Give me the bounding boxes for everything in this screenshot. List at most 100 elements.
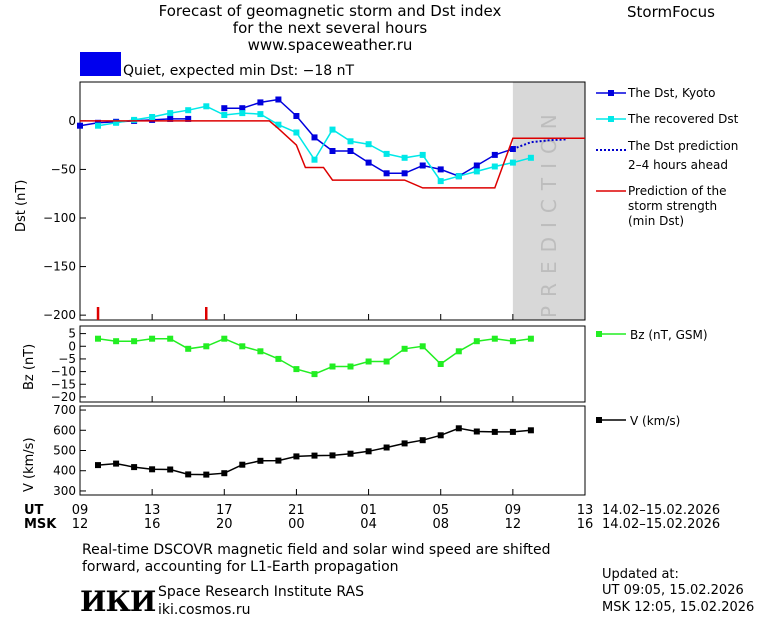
- data-point: [527, 427, 534, 434]
- data-point: [455, 425, 462, 432]
- series-line: [80, 120, 585, 189]
- data-point: [311, 452, 318, 459]
- y-tick-label: 400: [53, 464, 76, 478]
- data-point: [383, 170, 390, 177]
- ut-tick-label: 01: [360, 503, 377, 518]
- legend-dst-kyoto-label: The Dst, Kyoto: [627, 86, 715, 100]
- data-point: [455, 348, 462, 355]
- data-point: [365, 448, 372, 455]
- data-point: [473, 338, 480, 345]
- data-point: [239, 110, 246, 117]
- data-point: [185, 471, 192, 478]
- msk-tick-label: 08: [432, 517, 449, 532]
- date-range-ut: 14.02–15.02.2026: [602, 503, 720, 518]
- dst-panel-frame: [79, 81, 586, 321]
- data-point: [131, 464, 138, 471]
- data-point: [221, 105, 228, 112]
- legend-dst-prediction: The Dst prediction 2–4 hours ahead: [596, 139, 738, 172]
- data-point: [275, 121, 282, 128]
- legend-v-label: V (km/s): [630, 414, 680, 428]
- data-point: [437, 361, 444, 367]
- y-tick-label: −15: [51, 377, 76, 391]
- data-point: [221, 112, 228, 118]
- data-point: [329, 363, 336, 370]
- data-point: [527, 154, 534, 161]
- data-point: [113, 338, 120, 345]
- y-tick-label: −150: [43, 260, 76, 274]
- msk-label: MSK: [24, 517, 57, 532]
- msk-tick-label: 16: [577, 517, 594, 532]
- data-point: [131, 116, 138, 123]
- data-point: [347, 138, 354, 145]
- msk-tick-label: 12: [505, 517, 522, 532]
- data-point: [95, 122, 101, 129]
- ut-tick-label: 09: [505, 503, 522, 518]
- ut-tick-label: 13: [577, 503, 594, 518]
- legend-bz: Bz (nT, GSM): [596, 328, 708, 342]
- data-point: [185, 107, 192, 114]
- legend-dst-recovered: The recovered Dst: [596, 112, 739, 126]
- y-tick-label: 700: [53, 403, 76, 417]
- footer-note-1: Real-time DSCOVR magnetic field and sola…: [82, 542, 551, 558]
- data-point: [365, 141, 372, 148]
- data-point: [185, 115, 192, 122]
- msk-tick-label: 16: [144, 517, 161, 532]
- data-point: [347, 363, 354, 370]
- data-point: [509, 338, 516, 345]
- ut-tick-label: 05: [432, 503, 449, 518]
- data-point: [95, 335, 101, 342]
- data-point: [491, 428, 498, 435]
- series-line: [512, 138, 568, 150]
- data-point: [491, 335, 498, 342]
- data-point: [437, 166, 444, 173]
- v-ylabel: V (km/s): [22, 437, 37, 492]
- data-point: [365, 159, 372, 166]
- data-point: [347, 450, 354, 457]
- y-tick-label: −5: [58, 352, 76, 366]
- msk-tick-label: 00: [288, 517, 305, 532]
- data-point: [455, 173, 462, 180]
- data-point: [275, 457, 282, 464]
- data-point: [203, 103, 210, 110]
- data-point: [149, 335, 156, 342]
- updated-ut: UT 09:05, 15.02.2026: [602, 583, 744, 598]
- legend-v: V (km/s): [596, 414, 680, 428]
- data-point: [149, 114, 156, 120]
- y-tick-label: 500: [53, 444, 76, 458]
- data-point: [203, 343, 210, 350]
- legend-dst-prediction-label-1: The Dst prediction: [627, 139, 738, 153]
- data-point: [149, 466, 156, 473]
- date-range-msk: 14.02–15.02.2026: [602, 517, 720, 532]
- data-point: [509, 428, 516, 435]
- data-point: [329, 126, 336, 133]
- v-panel-frame: [79, 405, 586, 496]
- data-point: [257, 457, 264, 464]
- msk-tick-label: 12: [72, 517, 89, 532]
- data-point: [383, 444, 390, 451]
- institute-site-link[interactable]: iki.cosmos.ru: [158, 602, 251, 618]
- data-point: [203, 471, 210, 478]
- data-point: [257, 111, 264, 118]
- legend-dst-prediction-label-2: 2–4 hours ahead: [628, 158, 728, 172]
- legend-storm-strength-label-1: Prediction of the: [628, 184, 727, 198]
- data-point: [347, 148, 354, 154]
- y-tick-label: 0: [68, 339, 76, 353]
- data-point: [491, 163, 498, 170]
- data-point: [329, 452, 336, 459]
- data-point: [167, 466, 174, 473]
- data-point: [221, 335, 228, 342]
- data-point: [275, 355, 282, 362]
- bz-panel-frame: [79, 325, 586, 403]
- data-point: [383, 150, 390, 157]
- data-point: [365, 358, 372, 365]
- data-point: [257, 99, 264, 106]
- data-point: [383, 358, 390, 365]
- y-tick-label: 0: [68, 114, 76, 128]
- legend-bz-label: Bz (nT, GSM): [630, 328, 708, 342]
- msk-tick-label: 20: [216, 517, 233, 532]
- data-point: [185, 345, 192, 352]
- data-point: [77, 122, 83, 129]
- data-point: [473, 428, 480, 435]
- chart-area: PREDICTION 0−50−100−150−200 Dst (nT) 50−…: [14, 81, 739, 532]
- data-point: [167, 110, 174, 117]
